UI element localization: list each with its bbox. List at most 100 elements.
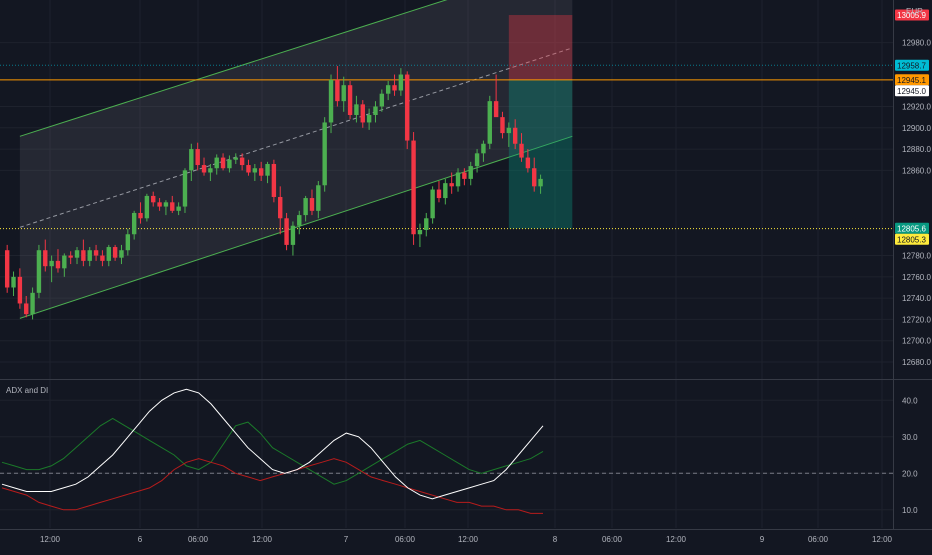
adx-pane[interactable] (0, 388, 893, 514)
candle-body[interactable] (392, 85, 397, 91)
candle-body[interactable] (246, 165, 251, 173)
candle-body[interactable] (341, 85, 346, 102)
candle-body[interactable] (4, 250, 10, 288)
candle-body[interactable] (500, 117, 505, 134)
candle-body[interactable] (163, 202, 169, 207)
candle-body[interactable] (481, 143, 486, 154)
candle-body[interactable] (430, 189, 435, 219)
candle-body[interactable] (138, 212, 143, 219)
candle-body[interactable] (81, 250, 86, 261)
adx-line[interactable] (1, 388, 544, 500)
candle-body[interactable] (17, 276, 23, 304)
candle-body[interactable] (366, 114, 372, 123)
candle-body[interactable] (493, 101, 499, 118)
candle-body[interactable] (347, 85, 353, 115)
take-profit-zone[interactable] (508, 79, 573, 229)
candle-body[interactable] (182, 170, 188, 207)
candle-body[interactable] (106, 247, 111, 261)
candle-body[interactable] (208, 168, 213, 173)
candle-body[interactable] (24, 303, 29, 315)
candle-body[interactable] (93, 250, 99, 256)
candle-body[interactable] (189, 149, 194, 171)
candle-body[interactable] (506, 127, 512, 134)
candle-body[interactable] (405, 74, 410, 141)
candle-body[interactable] (335, 79, 340, 102)
candle-body[interactable] (373, 106, 378, 115)
candle-body[interactable] (303, 198, 308, 216)
candle-body[interactable] (258, 168, 264, 176)
candle-body[interactable] (55, 260, 61, 269)
candle-body[interactable] (538, 178, 543, 187)
candle-body[interactable] (328, 79, 334, 123)
stop-loss-zone[interactable] (508, 15, 573, 80)
candle-body[interactable] (487, 101, 492, 144)
candle-body[interactable] (411, 140, 416, 235)
candle-body[interactable] (468, 166, 473, 179)
plus-di-line[interactable] (1, 417, 544, 485)
candle-body[interactable] (360, 104, 365, 123)
channel-upper-line[interactable] (19, 0, 572, 137)
candle-body[interactable] (201, 165, 207, 173)
candle-body[interactable] (316, 185, 321, 211)
candle-body[interactable] (62, 255, 67, 269)
candle-body[interactable] (462, 172, 467, 179)
candle-body[interactable] (443, 183, 448, 199)
candle-body[interactable] (131, 212, 137, 235)
candle-body[interactable] (379, 93, 385, 107)
candle-body[interactable] (278, 196, 283, 219)
candle-body[interactable] (68, 255, 73, 258)
candle-body[interactable] (30, 292, 35, 315)
candle-body[interactable] (36, 250, 42, 293)
candle-body[interactable] (43, 250, 48, 267)
candle-body[interactable] (195, 149, 200, 166)
candle-body[interactable] (354, 104, 359, 115)
candle-body[interactable] (252, 168, 258, 173)
candle-body[interactable] (87, 250, 92, 261)
minus-di-line[interactable] (1, 458, 543, 514)
candle-body[interactable] (525, 157, 531, 169)
candle-body[interactable] (214, 157, 219, 169)
candle-body[interactable] (239, 157, 245, 166)
candle-body[interactable] (424, 218, 429, 230)
candle-body[interactable] (233, 157, 238, 160)
candle-body[interactable] (309, 198, 315, 211)
candle-body[interactable] (119, 250, 124, 258)
candle-body[interactable] (322, 122, 327, 186)
candle-body[interactable] (112, 247, 118, 258)
candle-body[interactable] (271, 163, 277, 197)
candle-body[interactable] (455, 172, 461, 187)
candle-body[interactable] (144, 195, 150, 219)
y-tick-label: 12740.0 (902, 294, 931, 303)
candle-body[interactable] (49, 260, 54, 267)
candle-body[interactable] (170, 202, 175, 211)
candle-body[interactable] (297, 215, 302, 226)
candle-body[interactable] (519, 143, 524, 158)
candle-body[interactable] (474, 153, 480, 167)
candle-body[interactable] (449, 183, 454, 187)
candle-body[interactable] (125, 234, 131, 251)
candle-body[interactable] (290, 225, 296, 245)
x-tick-label: 12:00 (872, 535, 893, 544)
candle-body[interactable] (227, 159, 232, 169)
candle-body[interactable] (284, 218, 289, 245)
candle-body[interactable] (100, 255, 105, 261)
candle-body[interactable] (176, 206, 181, 211)
candle-body[interactable] (417, 229, 423, 235)
candle-body[interactable] (436, 189, 442, 199)
candle-body[interactable] (532, 168, 537, 187)
price-pane[interactable] (0, 0, 893, 363)
candle-body[interactable] (265, 163, 270, 176)
price-badge (895, 222, 929, 234)
candle-body[interactable] (220, 157, 226, 169)
channel-lower-line[interactable] (19, 135, 573, 319)
candle-body[interactable] (11, 276, 16, 288)
candle-body[interactable] (157, 202, 162, 207)
candle-body[interactable] (74, 250, 80, 258)
candle-body[interactable] (151, 195, 156, 203)
candle-body[interactable] (512, 127, 518, 144)
candle-body[interactable] (398, 74, 404, 91)
candle-body[interactable] (385, 85, 391, 94)
